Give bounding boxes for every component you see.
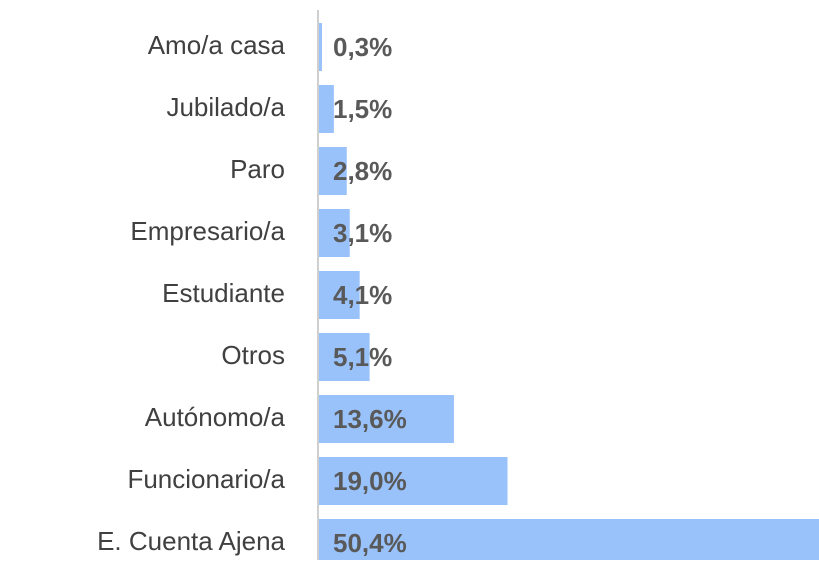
bar: [319, 333, 370, 381]
value-label: 0,3%: [333, 32, 392, 62]
bar: [319, 209, 350, 257]
value-label: 5,1%: [333, 342, 392, 372]
bar: [319, 457, 508, 505]
category-label: Autónomo/a: [145, 402, 286, 432]
bar: [319, 395, 454, 443]
category-label: Funcionario/a: [127, 464, 285, 494]
category-label: Jubilado/a: [166, 92, 285, 122]
category-label: Paro: [230, 154, 285, 184]
value-label: 50,4%: [333, 528, 407, 558]
category-label: Empresario/a: [130, 216, 285, 246]
bar: [319, 23, 322, 71]
category-label: Otros: [221, 340, 285, 370]
value-label: 2,8%: [333, 156, 392, 186]
value-label: 19,0%: [333, 466, 407, 496]
value-label: 3,1%: [333, 218, 392, 248]
bar: [319, 147, 347, 195]
category-label: Amo/a casa: [148, 30, 286, 60]
bar: [319, 85, 334, 133]
category-label: E. Cuenta Ajena: [97, 526, 285, 556]
bar: [319, 519, 819, 565]
value-label: 1,5%: [333, 94, 392, 124]
value-label: 4,1%: [333, 280, 392, 310]
category-label: Estudiante: [162, 278, 285, 308]
value-label: 13,6%: [333, 404, 407, 434]
bar: [319, 271, 360, 319]
